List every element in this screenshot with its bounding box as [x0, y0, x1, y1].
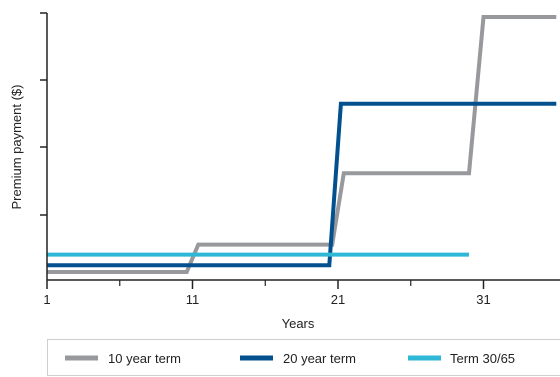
legend-box — [47, 339, 560, 376]
x-axis-title: Years — [282, 316, 315, 331]
axes: 1 11 21 31 — [40, 12, 560, 307]
legend-label: Term 30/65 — [450, 351, 515, 366]
x-tick-label: 1 — [43, 292, 50, 307]
series-line-20-year-term — [47, 101, 557, 268]
y-ticks — [40, 12, 47, 216]
series-lines — [47, 15, 557, 274]
x-tick-label: 11 — [186, 292, 200, 307]
x-ticks: 1 11 21 31 — [43, 280, 491, 307]
legend: 10 year term 20 year term Term 30/65 — [47, 339, 560, 376]
y-axis-title: Premium payment ($) — [9, 85, 24, 210]
legend-label: 20 year term — [283, 351, 356, 366]
legend-items: 10 year term 20 year term Term 30/65 — [65, 351, 515, 366]
series-line-10-year-term — [47, 15, 557, 274]
x-tick-label: 31 — [476, 292, 490, 307]
legend-label: 10 year term — [108, 351, 181, 366]
x-tick-label: 21 — [331, 292, 345, 307]
